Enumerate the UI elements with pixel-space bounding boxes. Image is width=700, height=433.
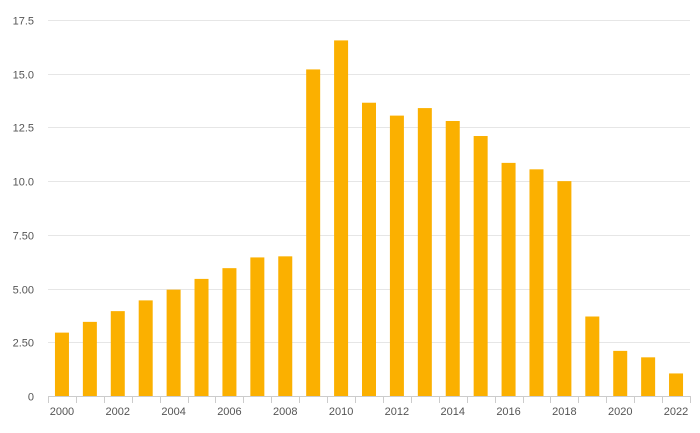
x-tick-label: 2006 [217, 406, 241, 418]
x-tick-label: 2014 [440, 406, 464, 418]
bar-2006 [222, 268, 237, 396]
bar-2013 [417, 108, 432, 396]
y-tick-label: 10.0 [13, 177, 34, 189]
x-tick-label: 2020 [608, 406, 632, 418]
y-axis-tick-labels: 0 2.50 5.00 7.50 10.0 12.5 15.0 17.5 [13, 16, 34, 404]
y-tick-label: 2.50 [13, 338, 34, 350]
x-tick-label: 2018 [552, 406, 576, 418]
bar-2003 [138, 300, 153, 396]
bar-2007 [250, 257, 265, 396]
bars [54, 40, 684, 397]
x-tick-label: 2008 [273, 406, 297, 418]
bar-2001 [82, 321, 97, 396]
x-tick-label: 2010 [329, 406, 353, 418]
y-tick-label: 12.5 [13, 123, 34, 135]
bar-2004 [166, 289, 181, 396]
y-tick-label: 17.5 [13, 16, 34, 28]
x-axis [48, 396, 691, 403]
x-tick-label: 2002 [106, 406, 130, 418]
bar-2011 [362, 102, 376, 396]
bar-2008 [278, 256, 293, 396]
y-tick-label: 7.50 [13, 231, 34, 243]
x-axis-tick-labels: 2000 2002 2004 2006 2008 2010 2012 2014 2016 2018… [50, 406, 689, 418]
bar-2018 [557, 181, 572, 396]
y-tick-label: 0 [28, 392, 34, 404]
x-tick-label: 2016 [496, 406, 520, 418]
bar-2022 [669, 373, 684, 396]
x-tick-label: 2022 [664, 406, 688, 418]
bar-2020 [613, 350, 628, 396]
bar-2005 [194, 278, 209, 396]
bar-2016 [501, 162, 516, 396]
bar-2002 [110, 311, 125, 396]
y-tick-label: 15.0 [13, 70, 34, 82]
y-tick-label: 5.00 [13, 285, 34, 297]
bar-2019 [585, 316, 600, 396]
x-tick-label: 2004 [161, 406, 185, 418]
bar-2000 [54, 332, 69, 396]
bar-2012 [389, 115, 404, 397]
x-tick-label: 2000 [50, 406, 74, 418]
x-tick-label: 2012 [385, 406, 409, 418]
bar-2021 [641, 357, 656, 396]
bar-2010 [334, 40, 349, 396]
bar-2015 [473, 136, 488, 396]
bar-2009 [306, 69, 321, 397]
bar-2017 [529, 169, 544, 396]
bar-2014 [445, 120, 460, 396]
